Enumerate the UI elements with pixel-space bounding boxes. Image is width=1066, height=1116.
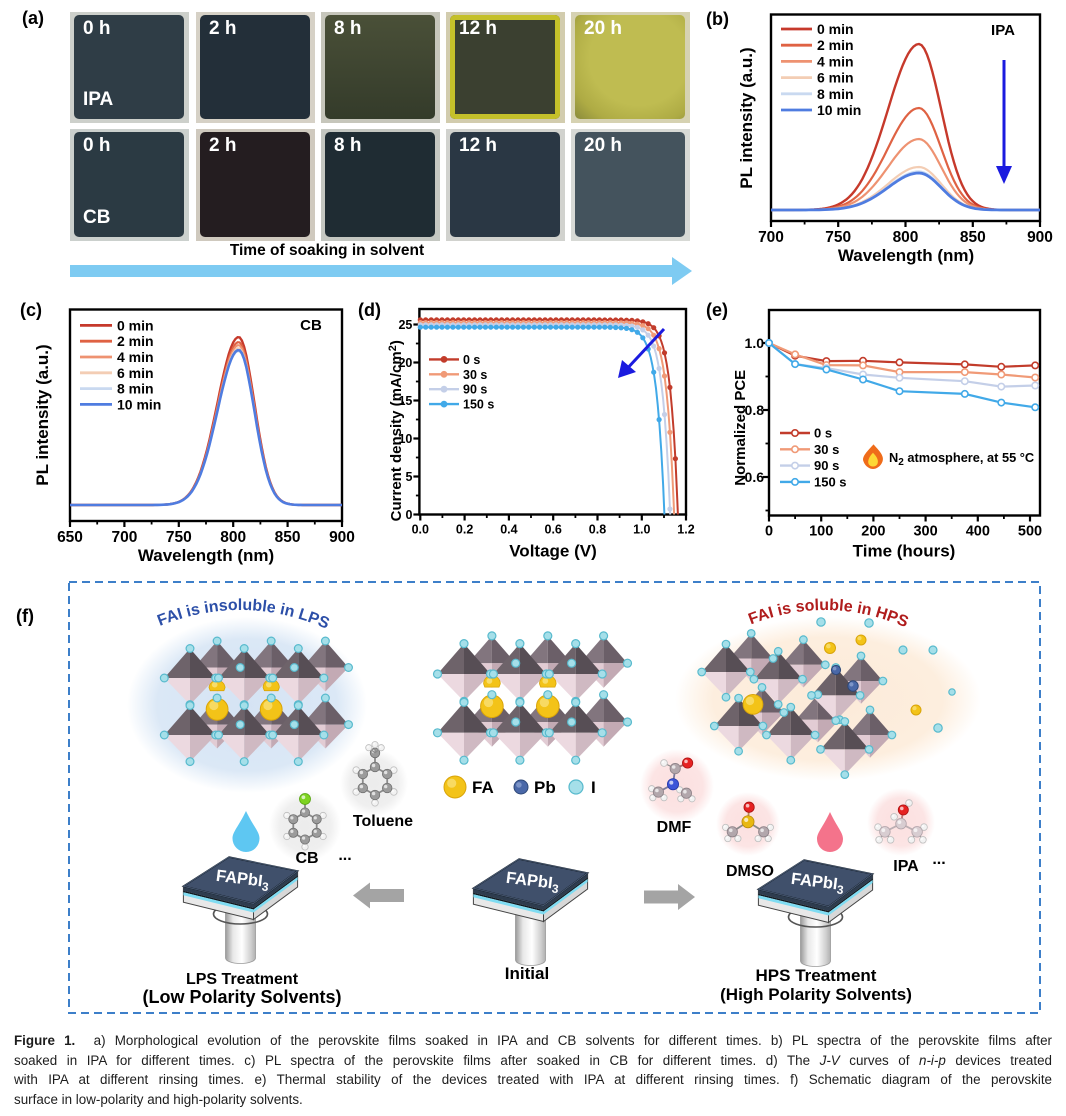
svg-text:Wavelength (nm): Wavelength (nm)	[838, 246, 974, 265]
svg-text:0 min: 0 min	[817, 21, 854, 37]
svg-text:Pb: Pb	[534, 778, 556, 797]
svg-text:N2 atmosphere, at 55 °C: N2 atmosphere, at 55 °C	[889, 450, 1034, 468]
svg-text:0.4: 0.4	[500, 523, 517, 537]
svg-text:Normalized PCE: Normalized PCE	[732, 370, 749, 486]
svg-text:LPS Treatment: LPS Treatment	[186, 971, 299, 988]
svg-text:750: 750	[825, 229, 851, 246]
svg-text:0.6: 0.6	[545, 523, 562, 537]
svg-text:900: 900	[329, 529, 355, 546]
svg-text:400: 400	[966, 524, 990, 540]
svg-text:DMF: DMF	[657, 819, 692, 836]
svg-text:30 s: 30 s	[463, 368, 487, 382]
svg-text:Initial: Initial	[505, 964, 549, 983]
svg-text:6 min: 6 min	[817, 70, 854, 86]
svg-text:Time (hours): Time (hours)	[853, 542, 956, 561]
svg-text:...: ...	[932, 851, 945, 868]
svg-text:700: 700	[111, 529, 137, 546]
svg-text:(High Polarity Solvents): (High Polarity Solvents)	[720, 985, 912, 1004]
svg-text:15: 15	[398, 394, 412, 408]
svg-text:IPA: IPA	[893, 858, 919, 875]
svg-text:300: 300	[913, 524, 937, 540]
svg-text:10 min: 10 min	[817, 102, 861, 118]
svg-text:850: 850	[960, 229, 986, 246]
svg-text:6 min: 6 min	[117, 365, 154, 381]
svg-text:2 min: 2 min	[117, 333, 154, 349]
svg-text:0.0: 0.0	[412, 523, 429, 537]
svg-text:Wavelength (nm): Wavelength (nm)	[138, 546, 274, 565]
svg-text:Voltage (V): Voltage (V)	[509, 542, 597, 561]
svg-text:0: 0	[765, 524, 773, 540]
svg-text:20: 20	[398, 356, 412, 370]
svg-text:HPS Treatment: HPS Treatment	[756, 966, 877, 985]
svg-text:Toluene: Toluene	[353, 813, 413, 830]
svg-text:4 min: 4 min	[817, 53, 854, 69]
svg-text:(e): (e)	[706, 300, 728, 320]
svg-text:...: ...	[338, 847, 351, 864]
svg-text:200: 200	[861, 524, 885, 540]
svg-text:10 min: 10 min	[117, 396, 161, 412]
svg-text:4 min: 4 min	[117, 349, 154, 365]
svg-text:PL intensity (a.u.): PL intensity (a.u.)	[33, 344, 52, 485]
svg-text:FA: FA	[472, 778, 494, 797]
svg-text:1.0: 1.0	[633, 523, 650, 537]
svg-text:2 min: 2 min	[817, 37, 854, 53]
svg-text:PL intensity (a.u.): PL intensity (a.u.)	[737, 47, 756, 188]
svg-text:(Low Polarity Solvents): (Low Polarity Solvents)	[142, 987, 341, 1007]
svg-text:0.8: 0.8	[589, 523, 606, 537]
svg-text:DMSO: DMSO	[726, 863, 774, 880]
svg-text:(b): (b)	[706, 9, 729, 29]
svg-text:750: 750	[166, 529, 192, 546]
svg-text:I: I	[591, 778, 596, 797]
svg-text:0.8: 0.8	[745, 402, 765, 418]
svg-text:CB: CB	[300, 317, 322, 334]
svg-text:150 s: 150 s	[463, 398, 494, 412]
svg-text:8 min: 8 min	[817, 86, 854, 102]
svg-text:800: 800	[893, 229, 919, 246]
svg-text:0.6: 0.6	[745, 469, 765, 485]
svg-text:IPA: IPA	[991, 22, 1015, 39]
svg-text:1.0: 1.0	[745, 335, 765, 351]
svg-text:25: 25	[398, 318, 412, 332]
svg-text:0: 0	[405, 508, 412, 522]
svg-text:0 min: 0 min	[117, 317, 154, 333]
svg-text:700: 700	[758, 229, 784, 246]
svg-text:100: 100	[809, 524, 833, 540]
svg-text:150 s: 150 s	[814, 474, 847, 489]
svg-text:800: 800	[220, 529, 246, 546]
svg-text:0 s: 0 s	[463, 353, 480, 367]
svg-text:1.2: 1.2	[677, 523, 694, 537]
svg-text:90 s: 90 s	[814, 458, 839, 473]
svg-text:0 s: 0 s	[814, 426, 832, 441]
svg-text:0.2: 0.2	[456, 523, 473, 537]
svg-text:Current density (mA/cm2): Current density (mA/cm2)	[387, 340, 405, 521]
svg-text:(c): (c)	[20, 300, 42, 320]
svg-text:90 s: 90 s	[463, 383, 487, 397]
svg-text:5: 5	[405, 470, 412, 484]
svg-text:(f): (f)	[16, 606, 34, 626]
svg-text:900: 900	[1027, 229, 1053, 246]
svg-text:8 min: 8 min	[117, 381, 154, 397]
svg-text:(d): (d)	[358, 300, 381, 320]
svg-text:10: 10	[398, 432, 412, 446]
svg-text:650: 650	[57, 529, 83, 546]
svg-text:30 s: 30 s	[814, 442, 839, 457]
svg-text:850: 850	[275, 529, 301, 546]
svg-text:CB: CB	[295, 850, 318, 867]
svg-text:500: 500	[1018, 524, 1042, 540]
